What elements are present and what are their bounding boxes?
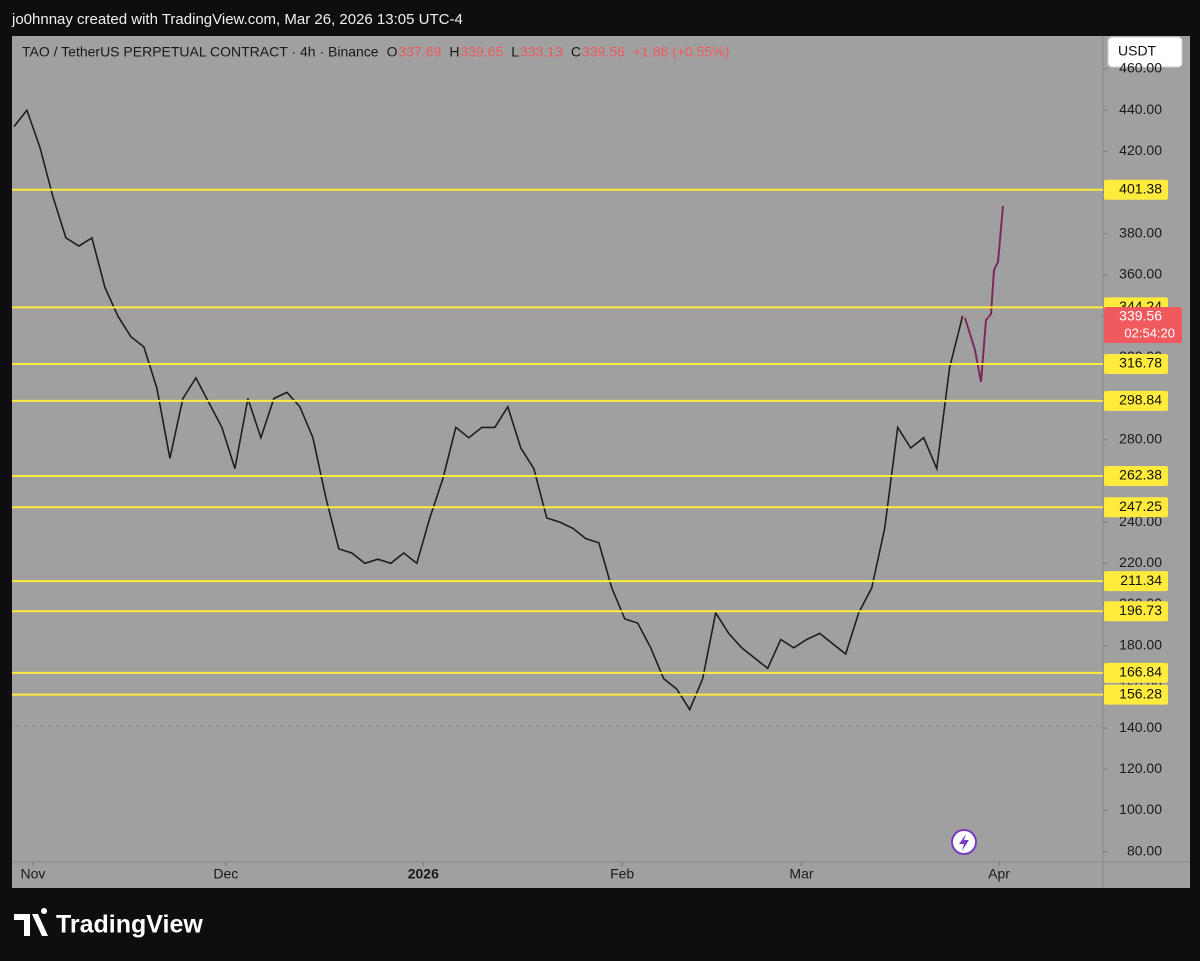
currency-button[interactable] [1107,36,1183,68]
x-tick-label: Dec [213,866,238,882]
countdown: 02:54:20 [1124,325,1175,340]
y-tick-label: 440.00 [1119,101,1162,117]
y-tick-label: 100.00 [1119,801,1162,817]
level-tag [1104,571,1168,592]
level-tag [1104,684,1168,705]
level-label: 247.25 [1119,498,1162,514]
level-label: 211.34 [1120,572,1162,588]
level-tag [1104,390,1168,411]
x-tick-label: Mar [789,866,813,882]
last-price-tag [1104,307,1182,344]
y-tick-label: 180.00 [1119,636,1162,652]
legend-row: TAO / TetherUS PERPETUAL CONTRACT · 4h ·… [22,44,729,60]
level-label: 401.38 [1119,180,1162,196]
ohlc-label: O [387,44,398,60]
y-tick-label: 280.00 [1119,430,1162,446]
level-tag [1104,601,1168,622]
chart-pane [12,36,1190,888]
ohlc-label: C [571,44,581,60]
change: +1.86 (+0.55%) [633,44,730,60]
y-tick-label: 360.00 [1119,266,1162,282]
level-label: 298.84 [1119,392,1162,408]
logo-mark [14,908,48,936]
x-tick-label: Nov [20,866,45,882]
ohlc-value: 339.65 [460,44,503,60]
y-tick-label: 140.00 [1119,719,1162,735]
last-price-label: 339.56 [1119,308,1162,324]
y-tick-label: 80.00 [1127,842,1162,858]
x-tick-label: Feb [610,866,634,882]
brand-logo: TradingView [14,908,203,939]
ohlc-value: 339.56 [582,44,625,60]
level-label: 316.78 [1119,355,1162,371]
y-tick-label: 380.00 [1119,224,1162,240]
ohlc-label: L [511,44,519,60]
flash-glyph [959,834,969,851]
level-tag [1104,466,1168,487]
ohlc-value: 337.69 [398,44,441,60]
y-tick-label: 460.00 [1119,60,1162,76]
brand: TradingView [56,911,203,939]
currency[interactable]: USDT [1118,43,1157,59]
level-label: 166.84 [1119,664,1162,680]
level-label: 196.73 [1119,602,1162,618]
y-tick-label: 120.00 [1119,760,1162,776]
ohlc-label: H [449,44,459,60]
level-label: 156.28 [1119,685,1162,701]
level-tag [1104,353,1168,374]
price-line [13,108,964,712]
y-tick-label: 220.00 [1119,554,1162,570]
x-tick-label: Apr [988,866,1010,882]
level-tag [1104,662,1168,683]
x-tick-label: 2026 [408,866,439,882]
y-tick-label: 420.00 [1119,142,1162,158]
symbol-title: TAO / TetherUS PERPETUAL CONTRACT · 4h ·… [22,44,379,60]
level-label: 262.38 [1119,467,1162,483]
level-tag [1104,179,1168,200]
watermark: jo0hnnay created with TradingView.com, M… [11,11,463,28]
ohlc-value: 333.13 [520,44,563,60]
level-tag [1104,497,1168,518]
